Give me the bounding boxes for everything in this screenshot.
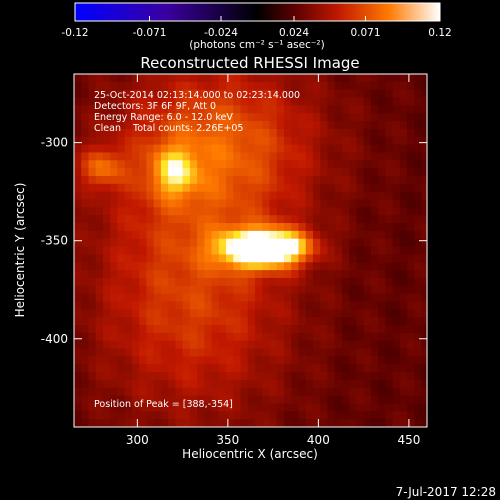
x-axis-label: Heliocentric X (arcsec) [182,447,318,461]
x-tick-label: 450 [397,433,420,447]
annotation-time: 25-Oct-2014 02:13:14.000 to 02:23:14.000 [94,90,300,101]
colorbar [74,2,441,22]
info-annotations: 25-Oct-2014 02:13:14.000 to 02:23:14.000… [94,90,300,134]
colorbar-ticks: -0.12 -0.071 -0.024 0.024 0.071 0.12 [61,16,452,39]
colorbar-tick-label: -0.071 [133,27,167,39]
chart-title: Reconstructed RHESSI Image [140,54,359,72]
y-tick-label: -350 [41,234,68,248]
heatmap-image [74,74,427,427]
x-tick-label: 350 [216,433,239,447]
annotation-energy: Energy Range: 6.0 - 12.0 keV [94,112,233,123]
y-tick-label: -400 [41,332,68,346]
colorbar-tick-label: 0.024 [279,27,309,39]
colorbar-tick-label: -0.12 [61,27,88,39]
y-tick-label: -300 [41,136,68,150]
colorbar-tick-label: 0.12 [428,27,451,39]
plot-frame [73,73,428,428]
annotation-detectors: Detectors: 3F 6F 9F, Att 0 [94,101,216,112]
peak-position-label: Position of Peak = [388,-354] [94,399,233,410]
y-axis-label: Heliocentric Y (arcsec) [13,183,27,318]
x-tick-label: 400 [307,433,330,447]
axis-ticks: 300 350 400 450 -300 -350 -400 [41,74,427,447]
colorbar-tick-label: -0.024 [204,27,238,39]
x-tick-label: 300 [126,433,149,447]
footer-date: 7-Jul-2017 12:28 [396,485,496,499]
colorbar-tick-label: 0.071 [350,27,380,39]
annotation-counts: Clean Total counts: 2.26E+05 [94,123,243,134]
colorbar-unit-label: (photons cm⁻² s⁻¹ asec⁻²) [189,39,324,51]
